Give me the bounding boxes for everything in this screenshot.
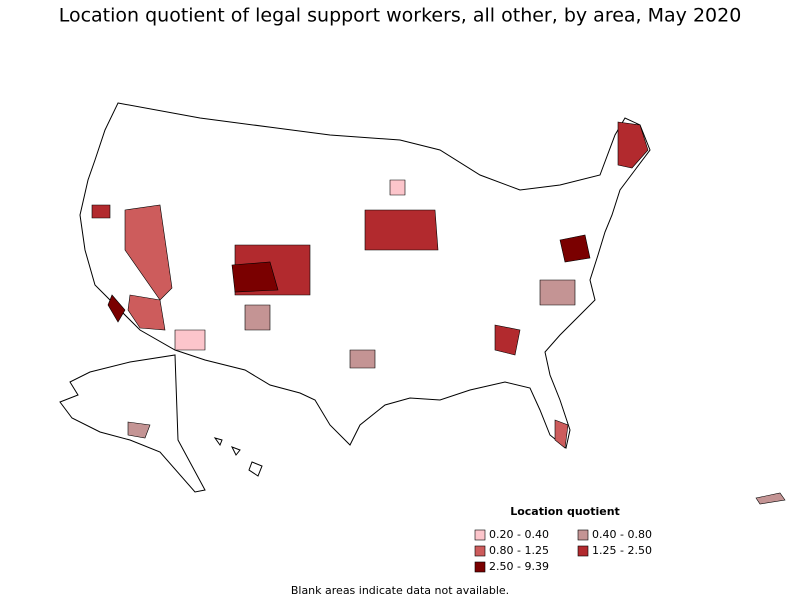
region [349,349,376,369]
region [124,204,173,301]
region [559,234,591,263]
region [127,294,166,331]
map-title: Location quotient of legal support worke… [59,5,742,27]
legend-label: 0.80 - 1.25 [489,544,549,557]
legend-swatch [474,561,486,573]
region [617,121,649,169]
region [494,324,521,356]
region [755,492,786,505]
region [244,304,271,331]
legend-swatch [474,529,486,541]
region [364,209,439,251]
region [389,179,406,196]
legend-title: Location quotient [510,505,620,518]
region [554,419,569,449]
region [539,279,576,306]
region [174,329,206,351]
legend-swatch [474,545,486,557]
legend-label: 1.25 - 2.50 [592,544,652,557]
region [91,204,111,219]
legend-label: 0.40 - 0.80 [592,528,652,541]
map [59,102,786,505]
legend-label: 2.50 - 9.39 [489,560,549,573]
legend-label: 0.20 - 0.40 [489,528,549,541]
continental-us [79,102,651,449]
legend: 0.20 - 0.40 0.40 - 0.80 0.80 - 1.25 1.25 - … [474,528,652,573]
region [231,261,279,293]
region [127,421,151,439]
legend-swatch [577,529,589,541]
note: Blank areas indicate data not available. [291,584,509,597]
legend-swatch [577,545,589,557]
hawaii [213,437,263,477]
region [107,294,126,323]
